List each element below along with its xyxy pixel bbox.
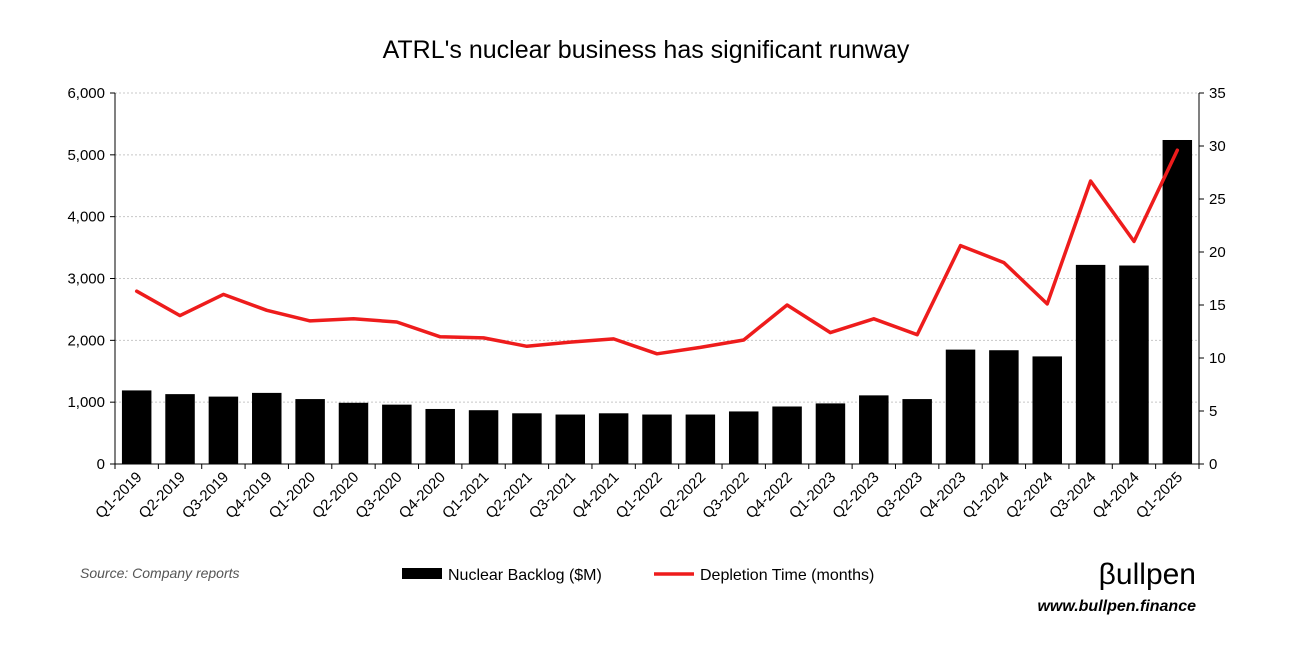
bar: [1119, 265, 1149, 464]
x-tick-label: Q3-2022: [699, 469, 752, 522]
bar: [815, 403, 846, 464]
x-tick-label: Q1-2025: [1133, 469, 1186, 522]
x-tick-label: Q4-2022: [743, 469, 796, 522]
bar: [425, 408, 455, 464]
x-tick-label: Q4-2024: [1089, 469, 1142, 522]
bar: [598, 413, 629, 464]
chart-title: ATRL's nuclear business has significant …: [383, 36, 910, 64]
legend-label-backlog: Nuclear Backlog ($M): [448, 567, 602, 584]
bar: [208, 396, 239, 464]
x-tick-label: Q1-2020: [266, 469, 319, 522]
bar: [165, 394, 195, 464]
x-tick-label: Q4-2020: [396, 469, 449, 522]
x-tick-label: Q1-2021: [439, 469, 492, 522]
right-tick-label: 35: [1209, 85, 1226, 102]
x-tick-label: Q2-2023: [829, 469, 882, 522]
x-tick-label: Q3-2024: [1046, 469, 1099, 522]
bar: [555, 414, 586, 464]
line-series: [134, 148, 1180, 356]
right-tick-label: 0: [1209, 456, 1217, 473]
x-tick-label: Q2-2019: [136, 469, 189, 522]
right-tick-label: 25: [1209, 191, 1226, 208]
bar-series: [121, 139, 1193, 464]
bar: [685, 414, 716, 464]
x-tick-label: Q1-2022: [613, 469, 666, 522]
bar: [859, 395, 889, 464]
right-axis-ticks: 0 5 10 15 20 25 30 35: [1199, 85, 1226, 473]
x-tick-label: Q3-2019: [179, 469, 232, 522]
x-tick-label: Q1-2019: [92, 469, 145, 522]
bar: [989, 350, 1019, 464]
left-tick-label: 6,000: [67, 85, 105, 102]
right-tick-label: 5: [1209, 403, 1217, 420]
x-tick-label: Q3-2020: [352, 469, 405, 522]
right-tick-label: 30: [1209, 138, 1226, 155]
left-tick-label: 0: [97, 456, 105, 473]
x-tick-label: Q2-2020: [309, 469, 362, 522]
brand-url: www.bullpen.finance: [1037, 598, 1196, 615]
bar: [728, 411, 759, 464]
x-tick-label: Q3-2023: [873, 469, 926, 522]
left-tick-label: 3,000: [67, 271, 105, 288]
x-tick-label: Q4-2021: [569, 469, 622, 522]
legend: Nuclear Backlog ($M) Depletion Time (mon…: [402, 567, 874, 584]
x-tick-label: Q4-2023: [916, 469, 969, 522]
left-tick-label: 2,000: [67, 332, 105, 349]
right-tick-label: 10: [1209, 350, 1226, 367]
bar: [382, 404, 412, 464]
brand-logo: βullpen: [1099, 558, 1196, 591]
x-tick-label: Q2-2021: [482, 469, 535, 522]
x-tick-label: Q2-2022: [656, 469, 709, 522]
bar: [512, 413, 542, 464]
right-tick-label: 15: [1209, 297, 1226, 314]
x-tick-label: Q3-2021: [526, 469, 579, 522]
x-tick-label: Q2-2024: [1003, 469, 1056, 522]
bar: [1075, 264, 1106, 464]
x-tick-label: Q1-2024: [959, 469, 1012, 522]
bar: [902, 399, 932, 464]
left-tick-label: 5,000: [67, 147, 105, 164]
bar: [338, 402, 369, 464]
bar: [1162, 139, 1193, 464]
bar: [945, 349, 976, 464]
bar: [252, 392, 282, 464]
gridlines: [115, 92, 1199, 403]
legend-label-depletion: Depletion Time (months): [700, 567, 874, 584]
x-tick-label: Q4-2019: [222, 469, 275, 522]
left-tick-label: 4,000: [67, 209, 105, 226]
left-axis-ticks: 0 1,000 2,000 3,000 4,000 5,000 6,000: [67, 85, 115, 473]
bar: [468, 410, 499, 464]
x-tick-label: Q1-2023: [786, 469, 839, 522]
bar: [295, 399, 325, 464]
bar: [1032, 356, 1062, 464]
legend-swatch-backlog: [402, 568, 442, 579]
source-note: Source: Company reports: [80, 565, 240, 581]
left-tick-label: 1,000: [67, 394, 105, 411]
bar: [642, 414, 672, 464]
depletion-line: [134, 148, 1180, 356]
right-tick-label: 20: [1209, 244, 1226, 261]
bar: [772, 406, 802, 464]
x-axis-ticks: Q1-2019Q2-2019Q3-2019Q4-2019Q1-2020Q2-20…: [92, 469, 1186, 522]
bar: [121, 390, 152, 464]
